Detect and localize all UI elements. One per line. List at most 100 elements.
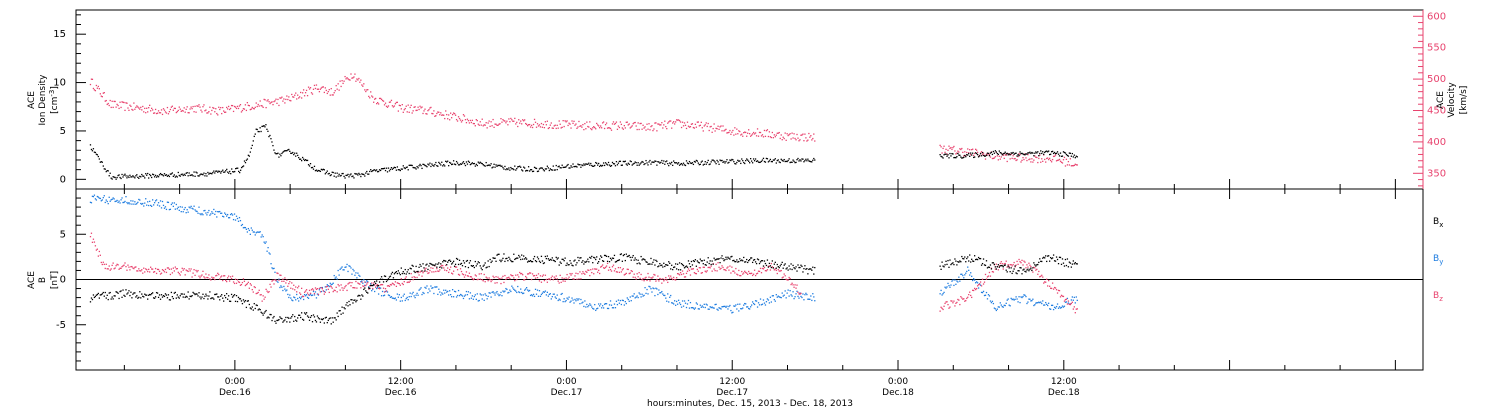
data-point [634,161,636,163]
data-point [454,114,457,116]
data-point [622,268,624,270]
data-point [583,163,585,165]
data-point [530,278,533,281]
data-point [948,145,950,147]
data-point [613,303,616,305]
data-point [967,154,969,156]
data-point [599,303,602,305]
data-point [536,170,539,173]
data-point [383,291,386,293]
data-point [89,301,92,303]
data-point [709,163,711,165]
data-point [242,108,245,110]
data-point [505,287,507,290]
data-point [245,228,248,230]
data-point [939,144,941,147]
data-point [255,304,257,306]
data-point [211,297,213,299]
data-point [110,106,112,109]
data-point [710,263,712,266]
data-point [632,276,634,278]
data-point [330,284,332,286]
data-point [526,125,529,127]
data-point [1047,285,1049,287]
data-point [696,260,699,262]
data-point [325,171,327,174]
data-point [382,295,385,297]
data-point [1033,262,1035,264]
data-point [973,260,975,263]
data-point [180,173,182,176]
data-point [945,148,947,151]
data-point [994,308,997,310]
data-point [708,266,710,268]
data-point [362,285,364,287]
data-point [294,296,296,299]
data-point [103,92,105,94]
data-point [236,105,239,108]
data-point [171,272,174,274]
data-point [554,169,556,171]
data-point [727,308,729,310]
data-point [132,175,134,177]
data-point [128,290,130,292]
data-point [197,269,199,272]
data-point [243,108,246,110]
data-point [272,144,274,147]
data-point [513,277,515,279]
data-point [377,293,380,295]
data-point [315,297,318,299]
data-point [268,252,270,254]
data-point [353,270,355,272]
data-point [267,291,269,294]
data-point [335,176,337,178]
data-point [715,127,717,130]
data-point [617,125,620,127]
data-point [1010,153,1012,156]
data-point [528,170,531,172]
data-point [266,290,268,292]
data-point [1036,302,1038,304]
data-point [224,294,226,297]
data-point [353,299,355,301]
data-point [598,269,600,271]
data-point [362,85,364,87]
data-point [115,265,117,267]
data-point [113,198,115,200]
data-point [727,132,729,134]
data-point [99,93,101,95]
data-point [316,288,319,290]
data-point [257,103,259,106]
data-point [587,125,589,128]
data-point [1073,296,1075,299]
data-point [1031,151,1033,154]
data-point [462,260,465,262]
data-point [616,260,619,262]
data-point [763,266,766,269]
data-point [1053,155,1056,157]
data-point [124,295,126,297]
data-point [741,270,743,273]
data-point [774,268,776,270]
data-point [351,175,353,178]
data-point [209,172,211,174]
data-point [664,278,666,281]
data-point [991,157,994,160]
data-point [707,266,709,269]
data-point [379,284,382,286]
data-point [761,134,764,136]
data-point [408,111,410,113]
data-point [633,162,635,165]
data-point [807,298,809,300]
data-point [199,296,201,298]
data-point [1057,289,1060,292]
data-point [102,291,104,294]
data-point [507,277,509,279]
data-point [221,294,223,296]
data-point [486,266,488,268]
data-point [614,165,617,167]
data-point [1041,158,1043,160]
data-point [965,155,967,157]
data-point [939,265,941,267]
data-point [537,125,540,127]
